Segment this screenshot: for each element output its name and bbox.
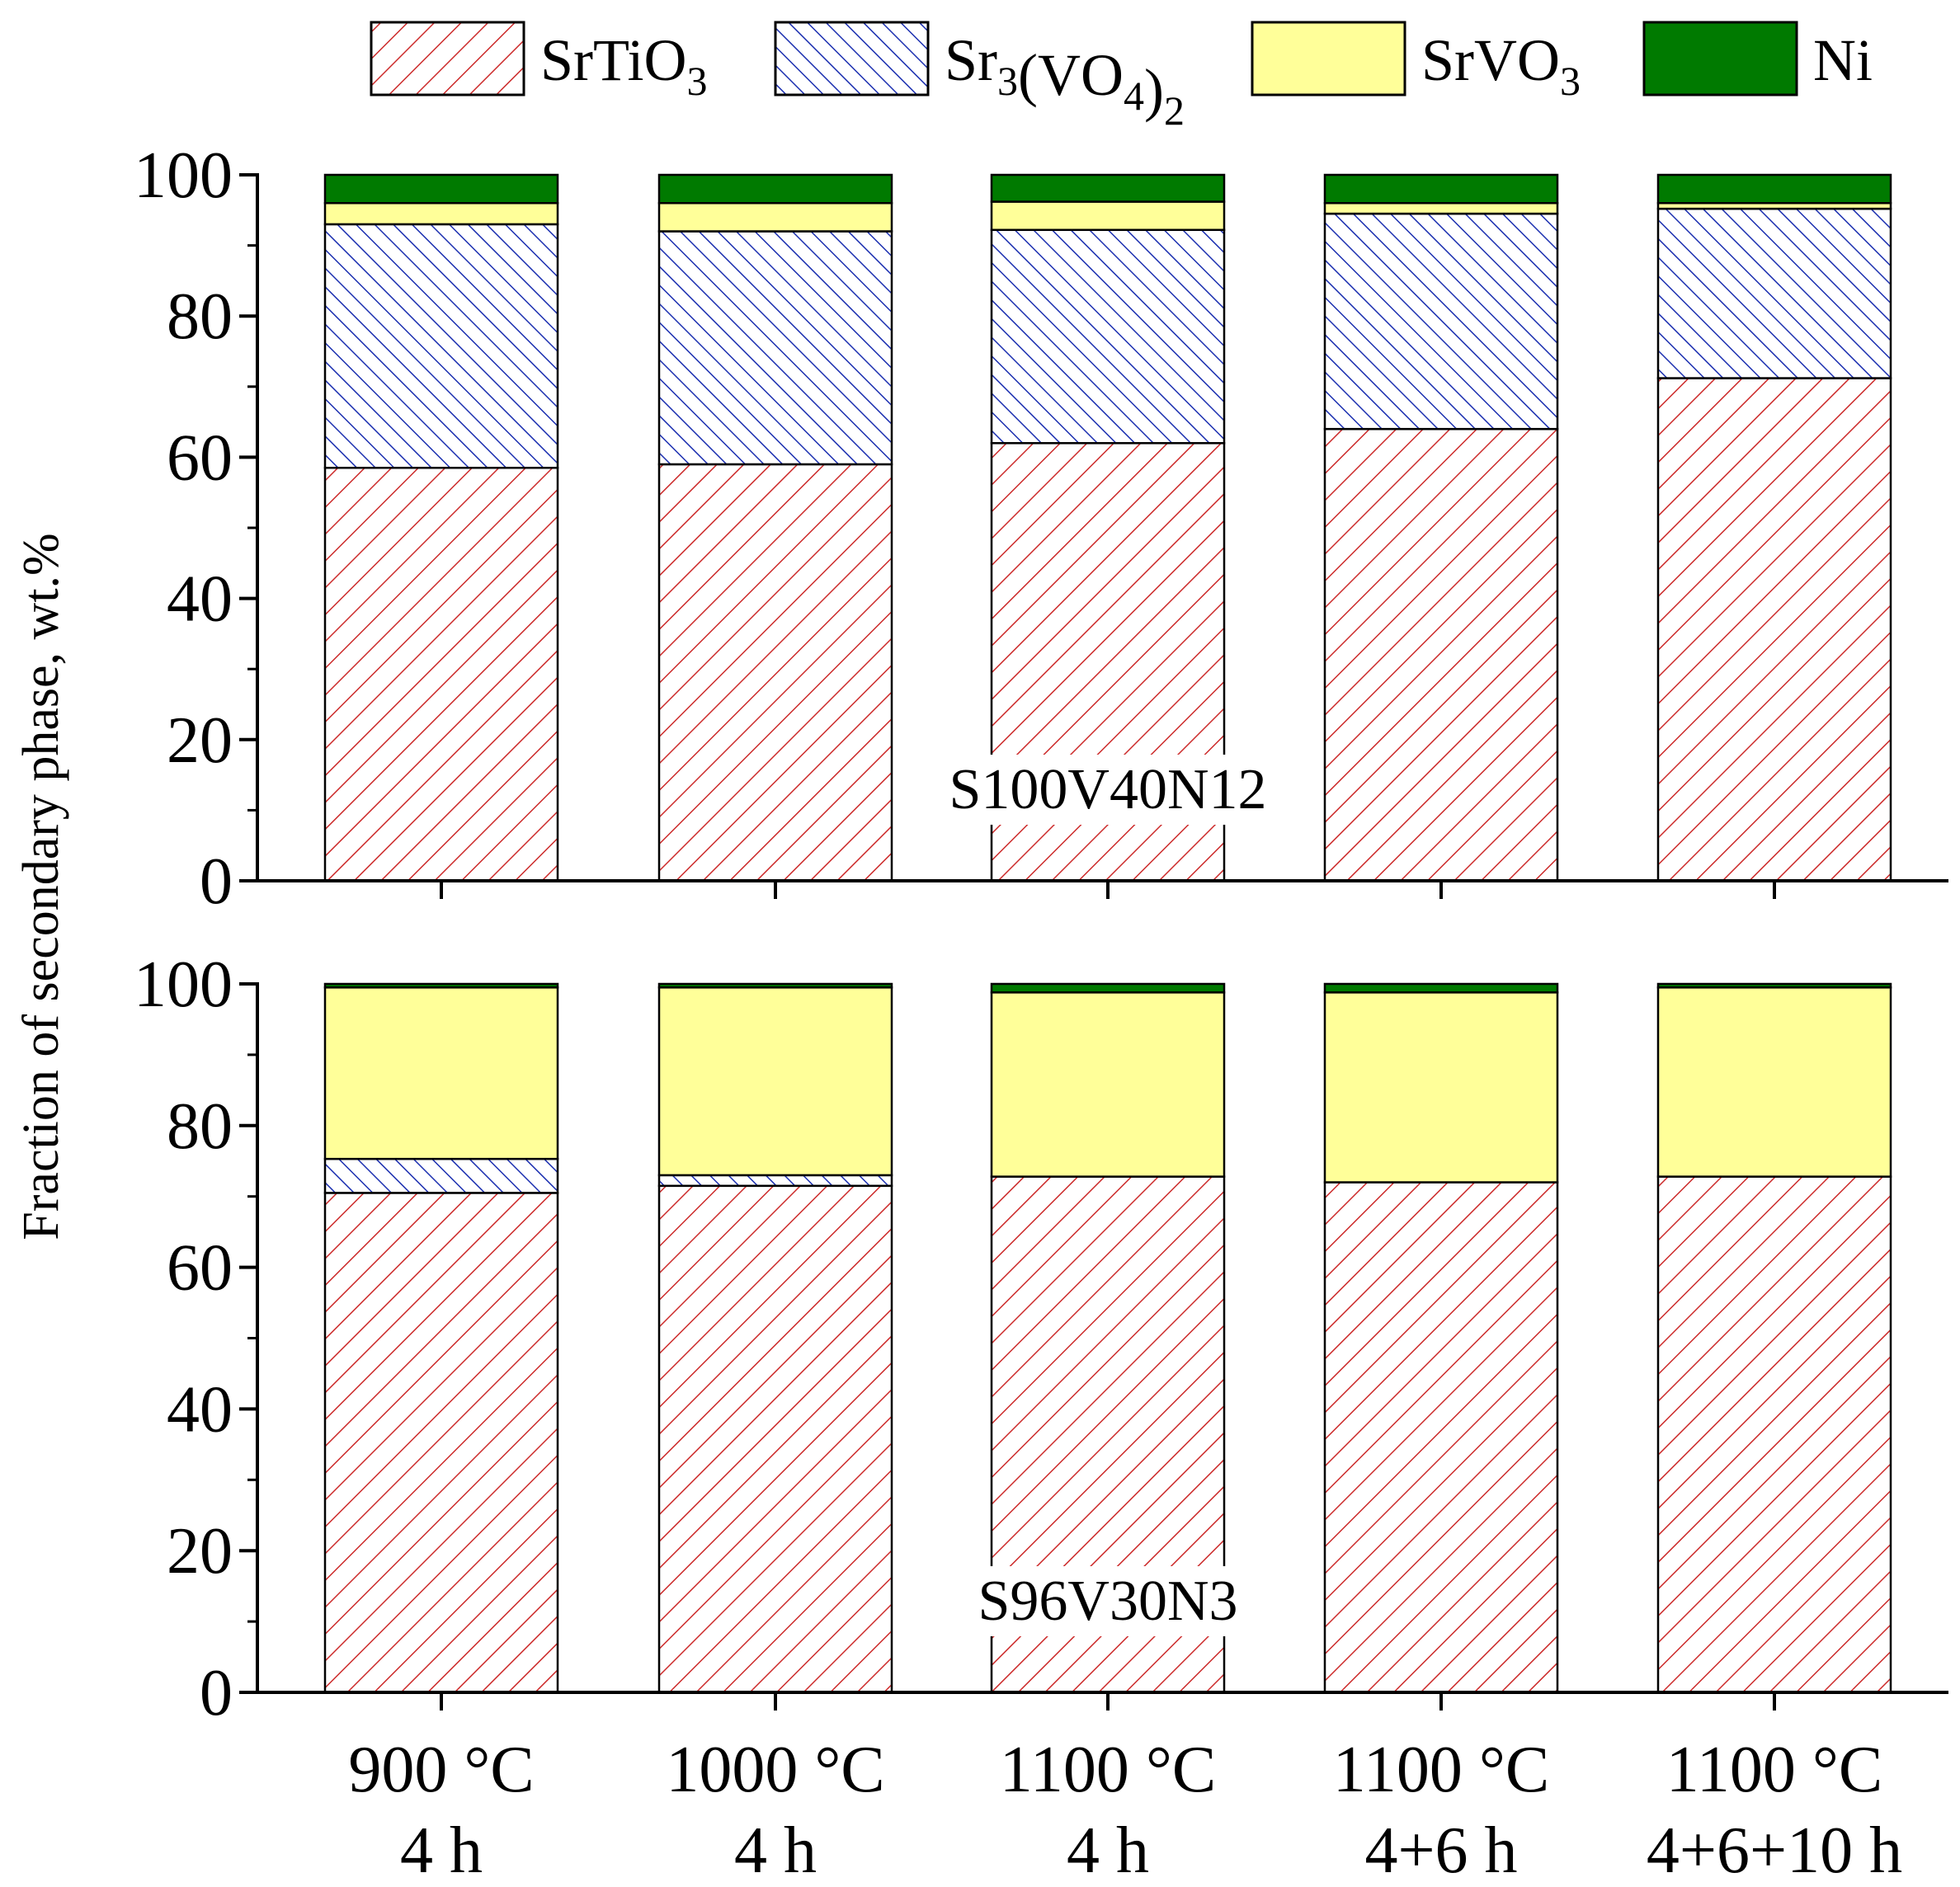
x-tick-label-line2: 4 h [734, 1814, 817, 1887]
y-tick-label: 80 [167, 280, 233, 353]
bar-ni-2 [657, 982, 893, 989]
x-tick-label-line2: 4+6 h [1364, 1814, 1517, 1887]
bar-ni-3 [990, 173, 1226, 203]
legend-swatch-ni [1642, 21, 1798, 96]
bar-ni-5 [1656, 982, 1892, 989]
bar-srvo3-1 [323, 201, 559, 226]
legend-swatch-srvo3 [1251, 21, 1406, 96]
bar-sr3vo42-1 [323, 1157, 559, 1194]
bar-sr3vo42-3 [990, 228, 1226, 445]
bar-srtio3-4 [1323, 427, 1559, 882]
bar-srvo3-4 [1323, 991, 1559, 1183]
bar-ni-5 [1656, 173, 1892, 205]
bar-sr3vo42-5 [1656, 207, 1892, 379]
panel-2: S96V30N3 0 20 40 60 80 100 900 °C 4 h 1000 °C 4 h 1… [134, 948, 1948, 1887]
x-tick-label-line1: 1100 °C [1000, 1734, 1216, 1806]
bar-srvo3-4 [1323, 201, 1559, 215]
x-tick-label-line1: 1100 °C [1666, 1734, 1882, 1806]
panel-1: S100V40N12 0 20 40 60 80 100 [134, 139, 1948, 918]
bar-ni-4 [1323, 173, 1559, 205]
sample-label: S100V40N12 [949, 758, 1266, 821]
y-tick-label: 0 [200, 1657, 233, 1729]
bar-sr3vo42-2 [657, 230, 893, 466]
bar-srtio3-4 [1323, 1181, 1559, 1694]
x-tick-label-line2: 4 h [1067, 1814, 1149, 1887]
bar-ni-1 [323, 173, 559, 205]
bar-ni-2 [657, 173, 893, 205]
bar-srvo3-1 [323, 986, 559, 1160]
bar-sr3vo42-2 [657, 1174, 893, 1188]
bar-srvo3-2 [657, 201, 893, 233]
y-tick-label: 100 [134, 948, 233, 1021]
legend-label-sr3vo42: Sr3(VO4)2 [945, 27, 1185, 134]
y-axis-label: Fraction of secondary phase, wt.% [13, 533, 69, 1240]
y-tick-label: 60 [167, 1232, 233, 1305]
y-tick-label: 20 [167, 704, 233, 777]
y-tick-label: 60 [167, 421, 233, 494]
legend-label-srtio3: SrTiO3 [540, 27, 707, 104]
legend-swatch-sr3vo42 [774, 21, 930, 96]
bar-ni-3 [990, 982, 1226, 994]
bar-srvo3-3 [990, 991, 1226, 1178]
x-tick-label-line1: 900 °C [348, 1734, 534, 1806]
sample-label-background [971, 1566, 1245, 1636]
x-tick-label-line1: 1100 °C [1333, 1734, 1549, 1806]
y-tick-label: 0 [200, 845, 233, 918]
y-tick-label: 40 [167, 1373, 233, 1446]
bar-srvo3-5 [1656, 986, 1892, 1178]
y-tick-label: 100 [134, 139, 233, 212]
legend-label-srvo3: SrVO3 [1421, 27, 1581, 104]
bar-srvo3-3 [990, 200, 1226, 232]
bar-sr3vo42-4 [1323, 212, 1559, 431]
legend-label-ni: Ni [1813, 27, 1873, 93]
bar-srvo3-2 [657, 986, 893, 1177]
bar-srtio3-5 [1656, 377, 1892, 882]
bar-srtio3-2 [657, 463, 893, 882]
sample-label-background [942, 755, 1274, 825]
x-tick-label-line2: 4 h [400, 1814, 483, 1887]
bar-srtio3-1 [323, 1192, 559, 1694]
legend-swatch-srtio3 [370, 21, 525, 96]
x-tick-label-line2: 4+6+10 h [1647, 1814, 1902, 1887]
x-tick-label-line1: 1000 °C [666, 1734, 884, 1806]
y-tick-label: 80 [167, 1090, 233, 1163]
legend: SrTiO3 Sr3(VO4)2 SrVO3 Ni [370, 21, 1873, 134]
bar-ni-4 [1323, 982, 1559, 994]
bar-srtio3-1 [323, 466, 559, 882]
bar-ni-1 [323, 982, 559, 989]
y-tick-label: 20 [167, 1515, 233, 1588]
bar-srtio3-5 [1656, 1175, 1892, 1694]
bar-srtio3-2 [657, 1184, 893, 1694]
sample-label: S96V30N3 [978, 1569, 1237, 1633]
y-tick-label: 40 [167, 563, 233, 636]
bar-sr3vo42-1 [323, 223, 559, 469]
